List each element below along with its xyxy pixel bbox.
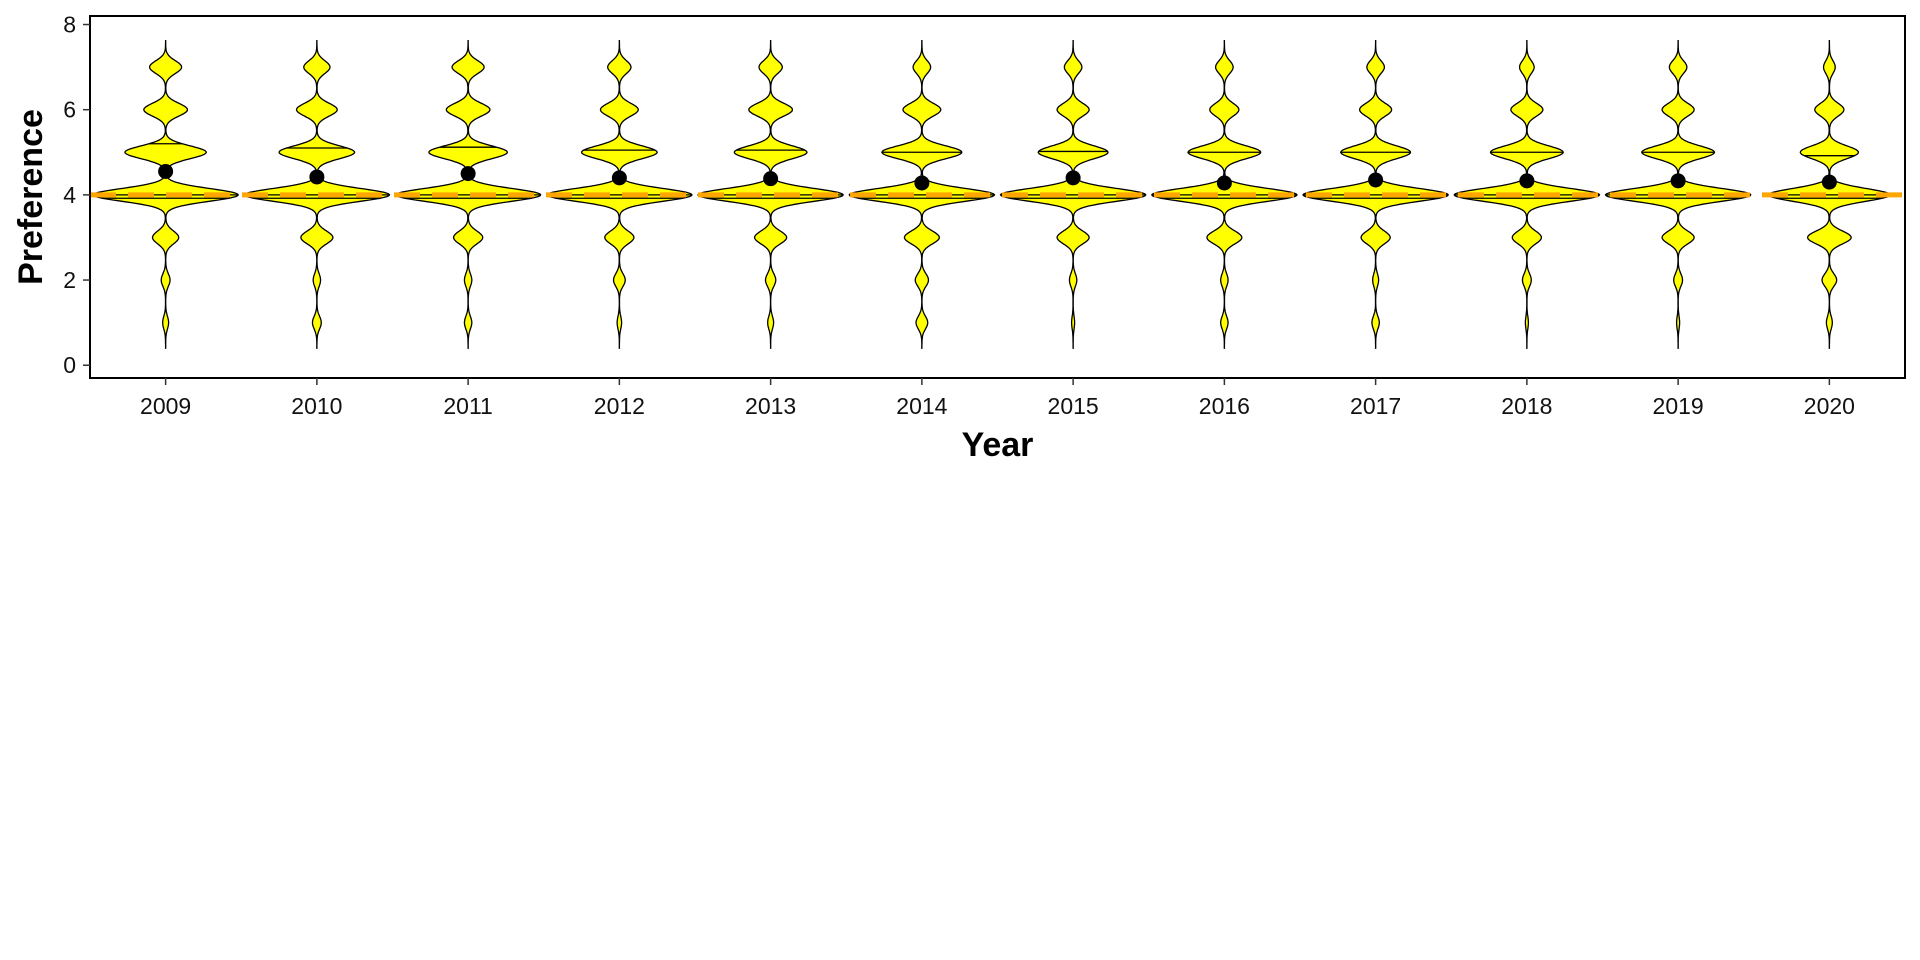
y-tick-label-8: 8 (63, 12, 76, 38)
y-tick-label-2: 2 (63, 267, 76, 293)
x-tick-label-2016: 2016 (1199, 393, 1250, 419)
mean-point-2019 (1670, 173, 1686, 189)
x-tick-label-2014: 2014 (896, 393, 947, 419)
mean-point-2016 (1216, 175, 1232, 191)
violin-2010 (243, 40, 391, 349)
violin-2020 (1767, 40, 1892, 349)
x-tick-label-2017: 2017 (1350, 393, 1401, 419)
y-tick-label-4: 4 (63, 182, 76, 208)
x-tick-label-2020: 2020 (1804, 393, 1855, 419)
mean-point-2011 (460, 166, 476, 182)
violins-layer (92, 40, 1892, 349)
x-tick-label-2013: 2013 (745, 393, 796, 419)
x-tick-label-2018: 2018 (1501, 393, 1552, 419)
mean-markers-layer (158, 163, 1837, 191)
mean-point-2009 (158, 163, 174, 179)
x-tick-label-2011: 2011 (443, 393, 492, 419)
x-tick-label-2010: 2010 (291, 393, 342, 419)
mean-point-2014 (914, 175, 930, 191)
y-axis: 0 2 4 6 8 (63, 12, 90, 378)
mean-point-2018 (1519, 173, 1535, 189)
mean-point-2013 (763, 171, 779, 187)
x-tick-label-2015: 2015 (1048, 393, 1099, 419)
mean-point-2020 (1821, 174, 1837, 190)
mean-point-2010 (309, 169, 325, 185)
mean-point-2017 (1368, 172, 1384, 188)
x-axis-title: Year (962, 426, 1034, 464)
y-tick-label-0: 0 (63, 352, 76, 378)
y-axis-title: Preference (12, 109, 50, 285)
mean-point-2012 (611, 170, 627, 186)
x-tick-label-2012: 2012 (594, 393, 645, 419)
plot-panel-border (89, 15, 1906, 379)
mean-point-2015 (1065, 170, 1081, 186)
y-tick-label-6: 6 (63, 97, 76, 123)
x-axis: 2009 2010 2011 2012 2013 2014 2015 2016 2017 2018… (140, 378, 1855, 419)
x-tick-label-2019: 2019 (1653, 393, 1704, 419)
x-tick-label-2009: 2009 (140, 393, 191, 419)
